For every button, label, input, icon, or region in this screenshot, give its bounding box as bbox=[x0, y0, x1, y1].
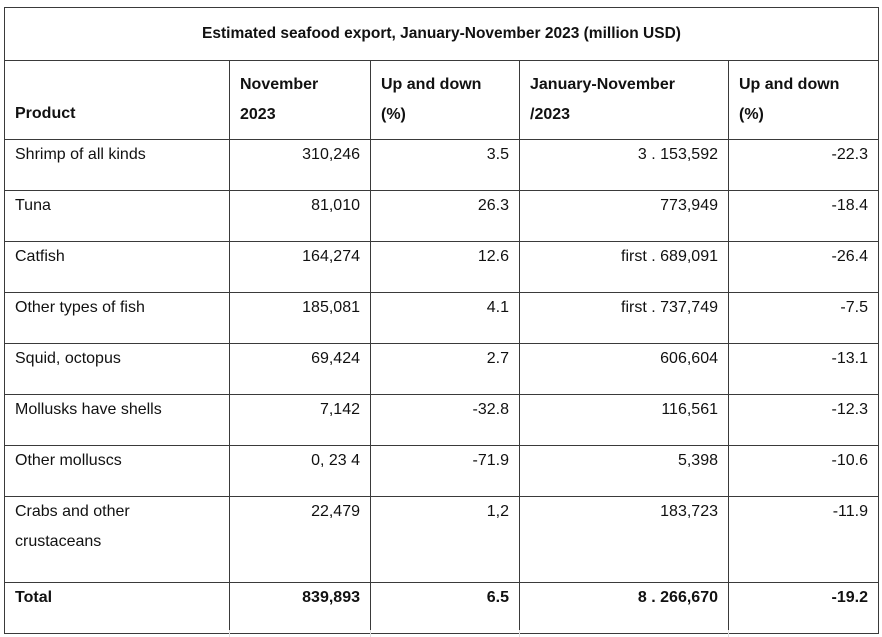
seafood-export-table: Estimated seafood export, January-Novemb… bbox=[4, 7, 879, 634]
cell-change-november: 26.3 bbox=[370, 190, 520, 242]
cell-change-jan-nov: -7.5 bbox=[728, 292, 879, 344]
cell-change-jan-nov: -22.3 bbox=[728, 139, 879, 191]
column-guide bbox=[229, 630, 230, 637]
cell-jan-nov: first . 737,749 bbox=[519, 292, 729, 344]
table-title: Estimated seafood export, January-Novemb… bbox=[4, 7, 879, 61]
header-change-jan-nov: Up and down (%) bbox=[728, 60, 879, 140]
total-jan-nov: 8 . 266,670 bbox=[519, 582, 729, 634]
cell-change-november: -71.9 bbox=[370, 445, 520, 497]
header-change-november: Up and down (%) bbox=[370, 60, 520, 140]
header-change-jan-nov-line-2: (%) bbox=[739, 106, 764, 123]
total-change-jan-nov: -19.2 bbox=[728, 582, 879, 634]
table-row: Other molluscs 0, 23 4 -71.9 5,398 -10.6 bbox=[4, 445, 879, 497]
header-change-november-line-2: (%) bbox=[381, 106, 406, 123]
cell-november: 164,274 bbox=[229, 241, 371, 293]
cell-product: Other molluscs bbox=[4, 445, 230, 497]
header-november-line-2: 2023 bbox=[240, 106, 276, 123]
header-product: Product bbox=[4, 60, 230, 140]
cell-change-jan-nov: -11.9 bbox=[728, 496, 879, 583]
cell-change-november: 4.1 bbox=[370, 292, 520, 344]
cell-change-jan-nov: -26.4 bbox=[728, 241, 879, 293]
cell-product-line-1: Crabs and other bbox=[15, 503, 130, 520]
table-row: Mollusks have shells 7,142 -32.8 116,561… bbox=[4, 394, 879, 446]
table-row: Squid, octopus 69,424 2.7 606,604 -13.1 bbox=[4, 343, 879, 395]
cell-change-november: 1,2 bbox=[370, 496, 520, 583]
cell-jan-nov: first . 689,091 bbox=[519, 241, 729, 293]
total-change-november: 6.5 bbox=[370, 582, 520, 634]
total-november: 839,893 bbox=[229, 582, 371, 634]
cell-november: 7,142 bbox=[229, 394, 371, 446]
cell-november: 185,081 bbox=[229, 292, 371, 344]
footer-column-guides bbox=[4, 630, 878, 637]
cell-product: Other types of fish bbox=[4, 292, 230, 344]
cell-november: 22,479 bbox=[229, 496, 371, 583]
cell-product: Tuna bbox=[4, 190, 230, 242]
table-row: Shrimp of all kinds 310,246 3.5 3 . 153,… bbox=[4, 139, 879, 191]
cell-jan-nov: 606,604 bbox=[519, 343, 729, 395]
cell-change-jan-nov: -10.6 bbox=[728, 445, 879, 497]
cell-change-november: -32.8 bbox=[370, 394, 520, 446]
cell-change-november: 12.6 bbox=[370, 241, 520, 293]
cell-november: 81,010 bbox=[229, 190, 371, 242]
header-change-november-line-1: Up and down bbox=[381, 76, 482, 93]
column-guide bbox=[728, 630, 729, 637]
header-change-jan-nov-line-1: Up and down bbox=[739, 76, 840, 93]
cell-jan-nov: 183,723 bbox=[519, 496, 729, 583]
cell-product: Mollusks have shells bbox=[4, 394, 230, 446]
cell-jan-nov: 3 . 153,592 bbox=[519, 139, 729, 191]
header-november-line-1: November bbox=[240, 76, 319, 93]
table-title-row: Estimated seafood export, January-Novemb… bbox=[4, 7, 879, 61]
cell-jan-nov: 773,949 bbox=[519, 190, 729, 242]
cell-change-jan-nov: -13.1 bbox=[728, 343, 879, 395]
cell-november: 69,424 bbox=[229, 343, 371, 395]
cell-jan-nov: 116,561 bbox=[519, 394, 729, 446]
cell-product: Catfish bbox=[4, 241, 230, 293]
table-row: Other types of fish 185,081 4.1 first . … bbox=[4, 292, 879, 344]
total-label: Total bbox=[4, 582, 230, 634]
table-row: Catfish 164,274 12.6 first . 689,091 -26… bbox=[4, 241, 879, 293]
header-jan-nov-line-2: /2023 bbox=[530, 106, 571, 123]
cell-november: 0, 23 4 bbox=[229, 445, 371, 497]
export-table-container: Estimated seafood export, January-Novemb… bbox=[4, 7, 879, 634]
cell-product: Squid, octopus bbox=[4, 343, 230, 395]
header-jan-nov-line-1: January-November bbox=[530, 76, 675, 93]
table-row: Tuna 81,010 26.3 773,949 -18.4 bbox=[4, 190, 879, 242]
header-november: November 2023 bbox=[229, 60, 371, 140]
cell-change-november: 2.7 bbox=[370, 343, 520, 395]
cell-change-jan-nov: -18.4 bbox=[728, 190, 879, 242]
cell-jan-nov: 5,398 bbox=[519, 445, 729, 497]
table-row: Crabs and other crustaceans 22,479 1,2 1… bbox=[4, 496, 879, 583]
cell-product-line-2: crustaceans bbox=[15, 533, 102, 550]
column-guide bbox=[370, 630, 371, 637]
header-row: Product November 2023 Up and down (%) Ja… bbox=[4, 60, 879, 140]
column-guide bbox=[519, 630, 520, 637]
cell-change-november: 3.5 bbox=[370, 139, 520, 191]
cell-change-jan-nov: -12.3 bbox=[728, 394, 879, 446]
total-row: Total 839,893 6.5 8 . 266,670 -19.2 bbox=[4, 582, 879, 634]
cell-product: Crabs and other crustaceans bbox=[4, 496, 230, 583]
cell-product: Shrimp of all kinds bbox=[4, 139, 230, 191]
header-jan-nov: January-November /2023 bbox=[519, 60, 729, 140]
cell-november: 310,246 bbox=[229, 139, 371, 191]
